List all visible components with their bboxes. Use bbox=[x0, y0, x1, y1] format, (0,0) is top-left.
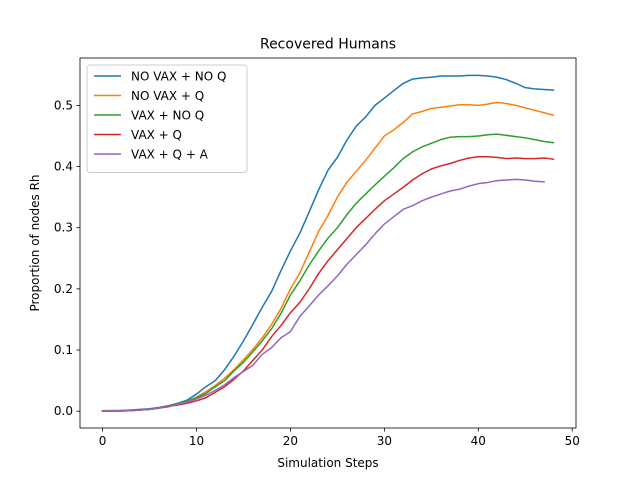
y-tick-label: 0.0 bbox=[54, 404, 73, 418]
series-line-4 bbox=[101, 178, 545, 412]
legend: NO VAX + NO Q NO VAX + Q VAX + NO Q VAX + Q… bbox=[86, 64, 248, 173]
y-tick-label: 0.2 bbox=[54, 282, 73, 296]
plot-area bbox=[101, 74, 555, 412]
x-tick-label: 30 bbox=[377, 434, 392, 448]
y-axis-label: Proportion of nodes Rh bbox=[28, 174, 42, 311]
legend-box bbox=[86, 64, 248, 173]
legend-label-4: VAX + Q + A bbox=[131, 148, 209, 162]
x-axis-label: Simulation Steps bbox=[277, 456, 378, 470]
x-tick-label: 40 bbox=[471, 434, 486, 448]
y-tick-label: 0.5 bbox=[54, 98, 73, 112]
y-tick-label: 0.3 bbox=[54, 221, 73, 235]
legend-label-1: NO VAX + Q bbox=[131, 89, 204, 103]
legend-label-0: NO VAX + NO Q bbox=[131, 70, 226, 84]
y-tick-label: 0.1 bbox=[54, 343, 73, 357]
legend-label-3: VAX + Q bbox=[131, 128, 182, 142]
y-tick-label: 0.4 bbox=[54, 160, 73, 174]
legend-label-2: VAX + NO Q bbox=[131, 109, 204, 123]
x-tick-label: 0 bbox=[99, 434, 107, 448]
axes-frame bbox=[79, 57, 577, 429]
x-tick-label: 20 bbox=[283, 434, 298, 448]
x-tick-label: 50 bbox=[565, 434, 580, 448]
x-tick-label: 10 bbox=[189, 434, 204, 448]
chart-title: Recovered Humans bbox=[260, 37, 396, 53]
